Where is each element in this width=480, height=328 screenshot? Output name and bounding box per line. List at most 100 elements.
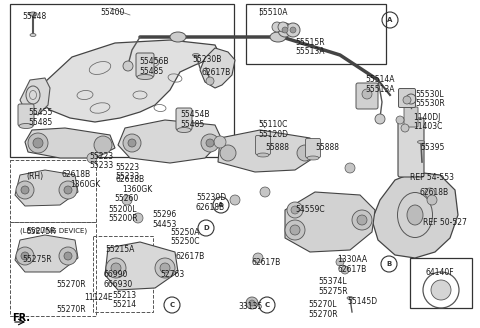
Circle shape: [341, 266, 349, 274]
Circle shape: [297, 145, 313, 161]
Text: 62618B: 62618B: [196, 203, 225, 212]
Text: 55448: 55448: [22, 12, 46, 21]
Ellipse shape: [270, 32, 286, 42]
Ellipse shape: [19, 124, 33, 129]
Text: 55230B: 55230B: [192, 55, 221, 64]
Circle shape: [246, 297, 258, 309]
Text: 55456B: 55456B: [139, 57, 168, 66]
Text: A: A: [218, 202, 224, 208]
Text: (RH): (RH): [26, 172, 43, 181]
FancyBboxPatch shape: [404, 107, 418, 127]
Circle shape: [106, 258, 126, 278]
Text: 55275R: 55275R: [22, 255, 52, 264]
Polygon shape: [118, 120, 222, 163]
FancyBboxPatch shape: [255, 135, 271, 154]
FancyBboxPatch shape: [176, 108, 192, 130]
Text: A: A: [387, 17, 393, 23]
Text: REF 50-527: REF 50-527: [423, 218, 467, 227]
Text: 55260: 55260: [114, 194, 138, 203]
Polygon shape: [25, 128, 115, 158]
Circle shape: [287, 202, 303, 218]
Circle shape: [123, 61, 133, 71]
Polygon shape: [285, 192, 375, 252]
Circle shape: [128, 139, 136, 147]
Text: 55200L: 55200L: [108, 205, 136, 214]
Circle shape: [285, 220, 305, 240]
Text: 55200R: 55200R: [108, 214, 138, 223]
Text: 55514A: 55514A: [365, 75, 395, 84]
Text: 55485: 55485: [180, 120, 204, 129]
Circle shape: [16, 181, 34, 199]
Ellipse shape: [29, 12, 37, 16]
Circle shape: [290, 225, 300, 235]
Text: 55510A: 55510A: [258, 8, 288, 17]
FancyBboxPatch shape: [136, 53, 154, 77]
Circle shape: [278, 22, 288, 32]
Ellipse shape: [192, 53, 200, 56]
Text: 1360GK: 1360GK: [70, 180, 100, 189]
Circle shape: [16, 247, 34, 265]
Text: 1360GK: 1360GK: [122, 185, 152, 194]
Text: REF 54-553: REF 54-553: [410, 173, 454, 182]
Text: 62617B: 62617B: [175, 252, 204, 261]
Text: 62618B: 62618B: [62, 170, 91, 179]
Circle shape: [206, 139, 214, 147]
Text: 55400: 55400: [100, 8, 124, 17]
Text: 55275R: 55275R: [318, 287, 348, 296]
Circle shape: [352, 210, 372, 230]
Circle shape: [123, 134, 141, 152]
Text: 55270R: 55270R: [56, 305, 85, 314]
Circle shape: [357, 215, 367, 225]
Text: 55530L: 55530L: [415, 90, 444, 99]
Text: 55270R: 55270R: [56, 280, 85, 289]
Text: 66990: 66990: [104, 270, 128, 279]
Ellipse shape: [170, 32, 186, 42]
Text: 55250C: 55250C: [170, 237, 200, 246]
Text: 54453: 54453: [152, 220, 176, 229]
Bar: [10, 222, 96, 316]
Text: 55223: 55223: [115, 163, 139, 172]
Text: 55223: 55223: [89, 152, 113, 161]
Text: 55485: 55485: [28, 118, 52, 127]
Circle shape: [427, 195, 437, 205]
Text: 55888: 55888: [265, 143, 289, 152]
Circle shape: [122, 195, 132, 205]
Text: FR.: FR.: [12, 313, 30, 323]
Text: C: C: [264, 302, 270, 308]
Circle shape: [111, 263, 121, 273]
Circle shape: [278, 23, 292, 37]
Circle shape: [206, 77, 214, 85]
Circle shape: [291, 206, 299, 214]
Circle shape: [94, 136, 112, 154]
Bar: [246, 4, 386, 64]
Text: 1140DJ: 1140DJ: [413, 113, 440, 122]
Circle shape: [155, 258, 175, 278]
FancyBboxPatch shape: [305, 138, 321, 157]
Circle shape: [64, 186, 72, 194]
Circle shape: [133, 213, 143, 223]
Bar: [93, 236, 153, 312]
Text: 55275R: 55275R: [26, 227, 56, 236]
Circle shape: [87, 153, 97, 163]
Bar: [10, 160, 96, 222]
Polygon shape: [105, 242, 178, 290]
Circle shape: [396, 116, 404, 124]
Text: 55230D: 55230D: [196, 193, 226, 202]
Text: 54559C: 54559C: [295, 205, 324, 214]
Polygon shape: [38, 40, 220, 122]
Circle shape: [21, 252, 29, 260]
Text: D: D: [203, 225, 209, 231]
Ellipse shape: [177, 128, 191, 133]
Circle shape: [272, 22, 282, 32]
Circle shape: [59, 247, 77, 265]
FancyBboxPatch shape: [398, 118, 424, 177]
Text: 55213: 55213: [112, 291, 136, 300]
Text: 55270R: 55270R: [308, 310, 337, 319]
Circle shape: [260, 187, 270, 197]
Ellipse shape: [418, 140, 424, 144]
Polygon shape: [20, 78, 50, 115]
Circle shape: [375, 114, 385, 124]
Circle shape: [21, 186, 29, 194]
Circle shape: [201, 134, 219, 152]
Text: 33135: 33135: [238, 302, 262, 311]
